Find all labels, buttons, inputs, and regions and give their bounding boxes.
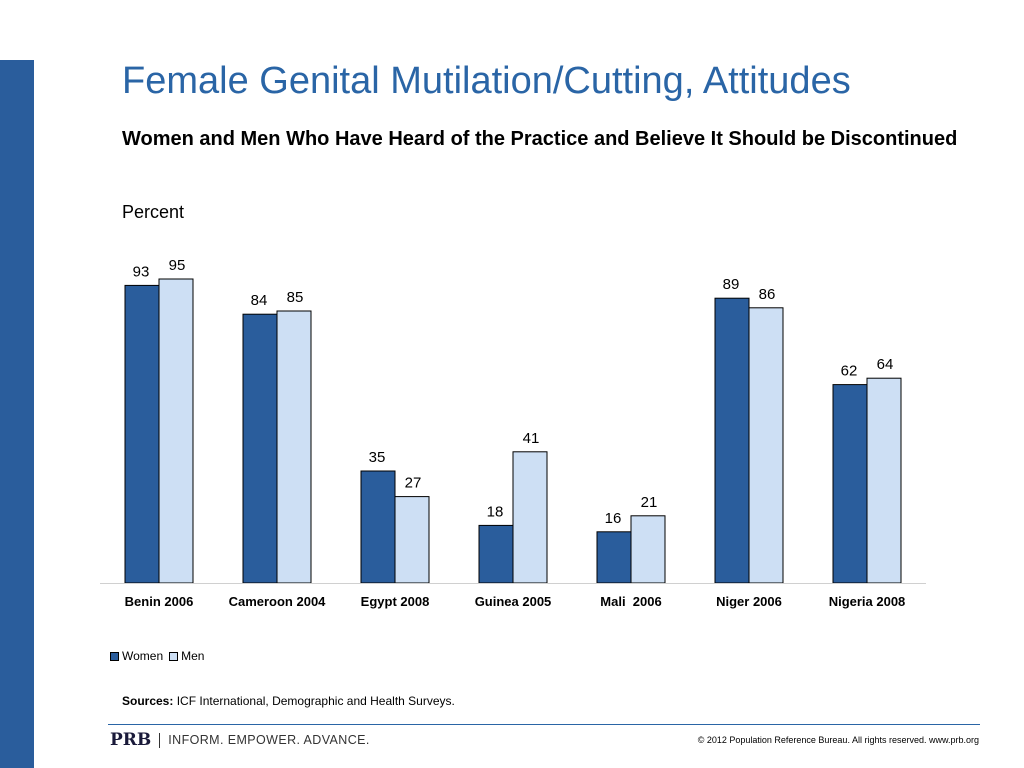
bar-women-6: [832, 384, 868, 584]
legend-swatch-women: [110, 651, 119, 661]
prb-tagline: INFORM. EMPOWER. ADVANCE.: [168, 733, 370, 747]
bar-women-0: [124, 284, 160, 584]
logo-divider: [159, 732, 161, 748]
bar-women-4: [596, 531, 632, 584]
data-label-men-2: 27: [405, 475, 422, 492]
category-label-3: Guinea 2005: [475, 594, 552, 609]
bar-men-2: [394, 496, 430, 584]
bar-men-3: [512, 451, 548, 584]
data-label-women-4: 16: [605, 510, 622, 527]
bar-men-4: [630, 515, 666, 584]
slide-title: Female Genital Mutilation/Cutting, Attit…: [122, 60, 851, 102]
data-label-men-1: 85: [287, 289, 304, 306]
category-label-2: Egypt 2008: [361, 594, 430, 609]
category-label-0: Benin 2006: [125, 594, 194, 609]
legend-swatch-men: [169, 651, 179, 661]
bar-women-2: [360, 470, 396, 584]
prb-logo-mark: PRB: [110, 730, 152, 750]
data-label-women-1: 84: [251, 292, 268, 309]
copyright-notice: © 2012 Population Reference Bureau. All …: [697, 735, 979, 745]
legend-item-women: Women: [110, 649, 163, 663]
data-label-men-5: 86: [759, 286, 776, 303]
bar-men-0: [158, 278, 194, 584]
bar-women-5: [714, 297, 750, 584]
data-label-men-3: 41: [523, 430, 540, 447]
category-label-1: Cameroon 2004: [229, 594, 327, 609]
side-accent-bar: [0, 60, 34, 768]
bar-men-1: [276, 310, 312, 584]
data-label-women-5: 89: [723, 276, 740, 293]
category-label-4: Mali 2006: [600, 594, 661, 609]
bar-men-6: [866, 377, 902, 584]
legend-item-men: Men: [169, 649, 204, 663]
data-label-women-6: 62: [841, 363, 858, 380]
chart-subtitle: Women and Men Who Have Heard of the Prac…: [122, 128, 958, 150]
data-label-women-0: 93: [133, 263, 150, 280]
legend-label-men: Men: [181, 649, 205, 663]
data-label-women-2: 35: [369, 449, 386, 466]
chart-legend: Women Men: [110, 649, 210, 663]
bar-men-5: [748, 307, 784, 584]
data-label-men-0: 95: [169, 257, 186, 274]
data-label-women-3: 18: [487, 503, 504, 520]
legend-label-women: Women: [122, 649, 164, 663]
footer-divider: [108, 724, 980, 725]
data-label-men-6: 64: [877, 356, 894, 373]
category-label-5: Niger 2006: [716, 594, 782, 609]
bar-women-1: [242, 313, 278, 584]
sources-text: ICF International, Demographic and Healt…: [176, 694, 455, 708]
category-label-6: Nigeria 2008: [829, 594, 906, 609]
bar-chart: 93 95 Benin 2006 84 85 Cameroon 2004 35 27 Egypt…: [100, 257, 926, 609]
unit-label: Percent: [122, 202, 185, 222]
sources-label: Sources:: [122, 694, 174, 708]
bar-women-3: [478, 524, 514, 584]
sources-note: Sources: ICF International, Demographic …: [122, 694, 455, 708]
data-label-men-4: 21: [641, 494, 658, 511]
prb-logo: PRB INFORM. EMPOWER. ADVANCE.: [110, 730, 370, 750]
